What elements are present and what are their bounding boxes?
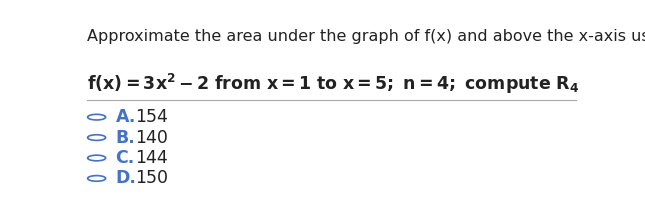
Text: 140: 140: [135, 129, 168, 147]
Text: 150: 150: [135, 169, 168, 187]
Text: C.: C.: [115, 149, 135, 167]
Text: 154: 154: [135, 108, 168, 126]
Text: A.: A.: [115, 108, 136, 126]
Text: $\mathbf{f(x) = 3x^2 - 2}$ $\mathbf{from\ x = 1\ to\ x = 5;\ n = 4;\ compute\ R_: $\mathbf{f(x) = 3x^2 - 2}$ $\mathbf{from…: [87, 72, 579, 96]
Text: D.: D.: [115, 169, 137, 187]
Text: B.: B.: [115, 129, 135, 147]
Text: 144: 144: [135, 149, 168, 167]
Text: Approximate the area under the graph of f(x) and above the x-axis using n right : Approximate the area under the graph of …: [87, 29, 645, 44]
